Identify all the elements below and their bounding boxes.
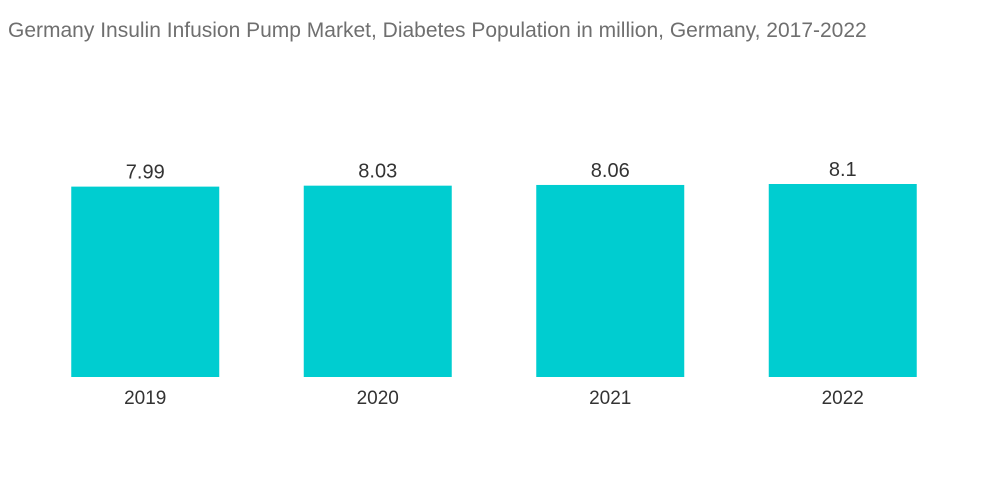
x-tick-labels-group: 2019 2020 2021 2022 (124, 388, 864, 409)
x-tick-label-2019: 2019 (124, 388, 166, 409)
chart-title: Germany Insulin Infusion Pump Market, Di… (8, 19, 867, 42)
x-tick-label-2022: 2022 (822, 388, 864, 409)
x-tick-label-2020: 2020 (357, 388, 399, 409)
bar-2020 (303, 185, 452, 377)
value-label-2020: 8.03 (358, 161, 397, 183)
value-label-2019: 7.99 (126, 162, 165, 184)
bar-2021 (536, 184, 685, 377)
value-label-2021: 8.06 (591, 160, 630, 182)
value-labels-group: 7.99 8.03 8.06 8.1 (126, 159, 857, 184)
bar-2022 (768, 184, 917, 377)
bar-2019 (71, 186, 220, 377)
value-label-2022: 8.1 (829, 159, 857, 181)
bars-group (71, 184, 917, 377)
x-tick-label-2021: 2021 (589, 388, 631, 409)
